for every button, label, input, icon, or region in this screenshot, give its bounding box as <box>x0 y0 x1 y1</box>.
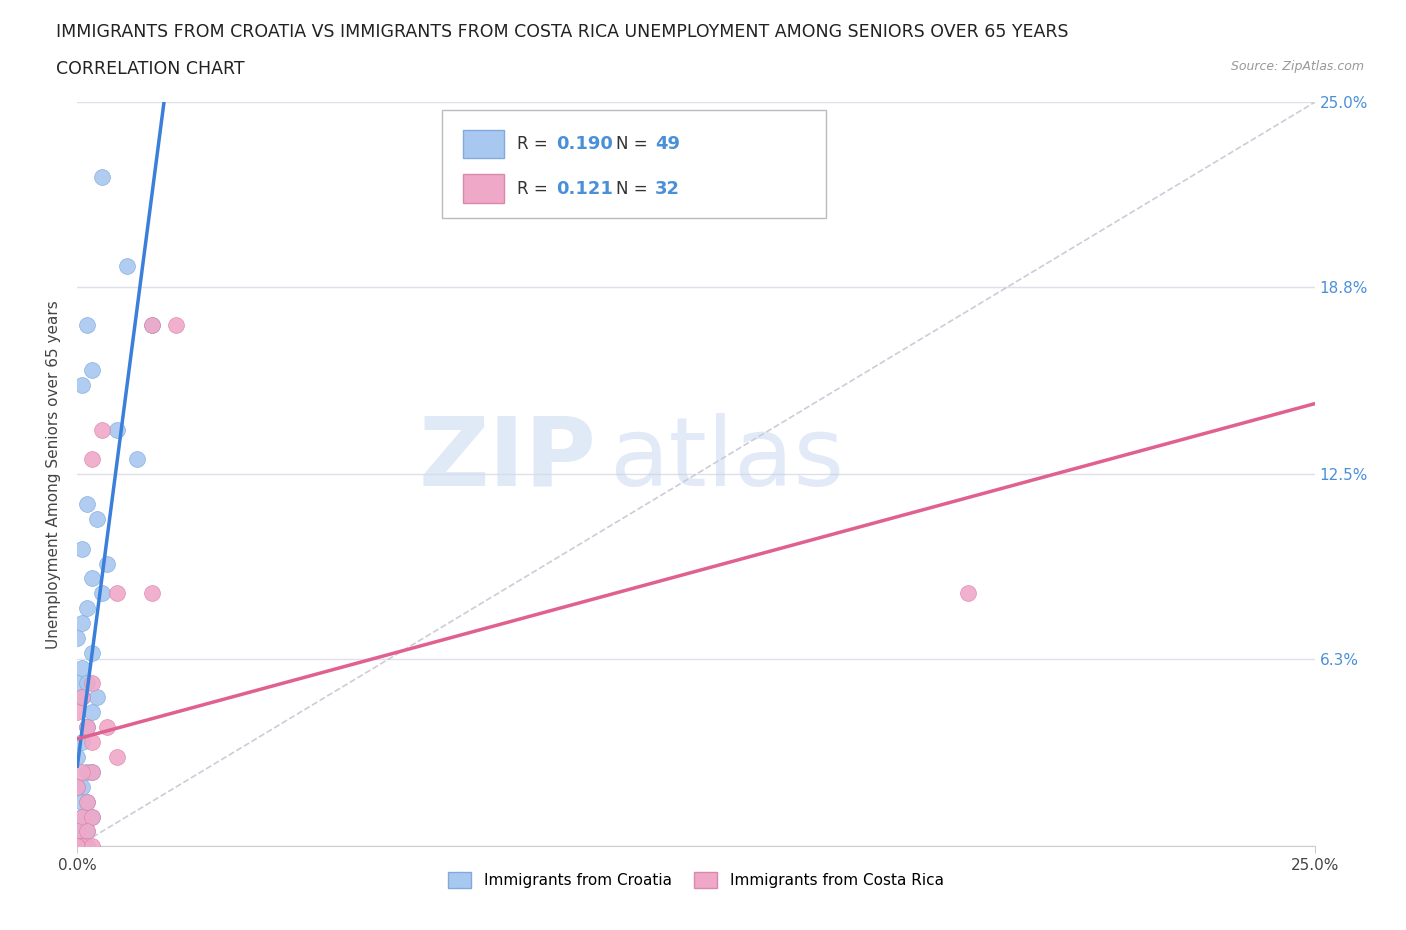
Point <box>141 318 163 333</box>
Point <box>76 497 98 512</box>
Point <box>82 675 104 690</box>
Point <box>76 675 98 690</box>
Point <box>76 720 98 735</box>
Point <box>76 720 98 735</box>
Point <box>76 824 98 839</box>
Text: N =: N = <box>616 135 652 153</box>
Point <box>72 764 94 779</box>
Point <box>105 750 128 764</box>
Point <box>105 422 128 437</box>
Point <box>66 750 89 764</box>
Point <box>66 839 89 854</box>
Text: 32: 32 <box>655 179 681 197</box>
Point <box>66 675 89 690</box>
Point <box>72 779 94 794</box>
Point <box>115 259 138 273</box>
Point <box>957 586 980 601</box>
Point <box>91 586 114 601</box>
Text: IMMIGRANTS FROM CROATIA VS IMMIGRANTS FROM COSTA RICA UNEMPLOYMENT AMONG SENIORS: IMMIGRANTS FROM CROATIA VS IMMIGRANTS FR… <box>56 23 1069 41</box>
Point <box>72 839 94 854</box>
Point <box>66 839 89 854</box>
Point <box>66 839 89 854</box>
Point <box>66 839 89 854</box>
Point <box>82 571 104 586</box>
Point <box>82 452 104 467</box>
Point <box>82 839 104 854</box>
Point <box>72 690 94 705</box>
Text: N =: N = <box>616 179 652 197</box>
Point <box>141 586 163 601</box>
Point <box>66 839 89 854</box>
Text: 0.121: 0.121 <box>557 179 613 197</box>
Point <box>66 779 89 794</box>
Point <box>66 839 89 854</box>
Legend: Immigrants from Croatia, Immigrants from Costa Rica: Immigrants from Croatia, Immigrants from… <box>443 866 949 895</box>
Text: 0.190: 0.190 <box>557 135 613 153</box>
Point <box>96 556 118 571</box>
Point <box>82 809 104 824</box>
Point <box>72 809 94 824</box>
Point <box>72 794 94 809</box>
Point <box>72 690 94 705</box>
Point <box>91 422 114 437</box>
Point <box>66 839 89 854</box>
Point <box>76 794 98 809</box>
Point <box>76 764 98 779</box>
FancyBboxPatch shape <box>443 110 825 218</box>
Point <box>82 363 104 378</box>
Point <box>66 824 89 839</box>
Text: ZIP: ZIP <box>419 413 598 506</box>
Point <box>72 839 94 854</box>
Point <box>66 839 89 854</box>
Point <box>72 616 94 631</box>
Point <box>72 839 94 854</box>
Point <box>72 378 94 392</box>
Point <box>82 764 104 779</box>
Point <box>66 779 89 794</box>
Point <box>105 586 128 601</box>
Y-axis label: Unemployment Among Seniors over 65 years: Unemployment Among Seniors over 65 years <box>46 300 62 649</box>
Point <box>76 824 98 839</box>
FancyBboxPatch shape <box>464 130 505 158</box>
Point <box>76 794 98 809</box>
Point <box>82 705 104 720</box>
Point <box>82 645 104 660</box>
Point <box>66 839 89 854</box>
Point <box>76 601 98 616</box>
Point <box>72 735 94 750</box>
Point <box>72 839 94 854</box>
Point <box>82 809 104 824</box>
Point <box>66 631 89 645</box>
Point <box>82 735 104 750</box>
Point <box>72 541 94 556</box>
Text: R =: R = <box>516 135 553 153</box>
Point <box>76 318 98 333</box>
Point <box>72 839 94 854</box>
Point <box>91 169 114 184</box>
Text: R =: R = <box>516 179 553 197</box>
Text: CORRELATION CHART: CORRELATION CHART <box>56 60 245 78</box>
Point <box>66 839 89 854</box>
Point <box>76 839 98 854</box>
Point <box>82 764 104 779</box>
Point <box>72 824 94 839</box>
Point <box>72 660 94 675</box>
Point <box>66 839 89 854</box>
Point <box>66 839 89 854</box>
Point <box>66 705 89 720</box>
Point <box>125 452 148 467</box>
Point <box>86 512 108 526</box>
Point <box>72 809 94 824</box>
Point <box>96 720 118 735</box>
Point <box>76 839 98 854</box>
Point <box>66 839 89 854</box>
Point <box>86 690 108 705</box>
Point <box>141 318 163 333</box>
Text: 49: 49 <box>655 135 681 153</box>
Text: Source: ZipAtlas.com: Source: ZipAtlas.com <box>1230 60 1364 73</box>
Point <box>165 318 187 333</box>
Point <box>66 839 89 854</box>
Text: atlas: atlas <box>609 413 845 506</box>
FancyBboxPatch shape <box>464 175 505 203</box>
